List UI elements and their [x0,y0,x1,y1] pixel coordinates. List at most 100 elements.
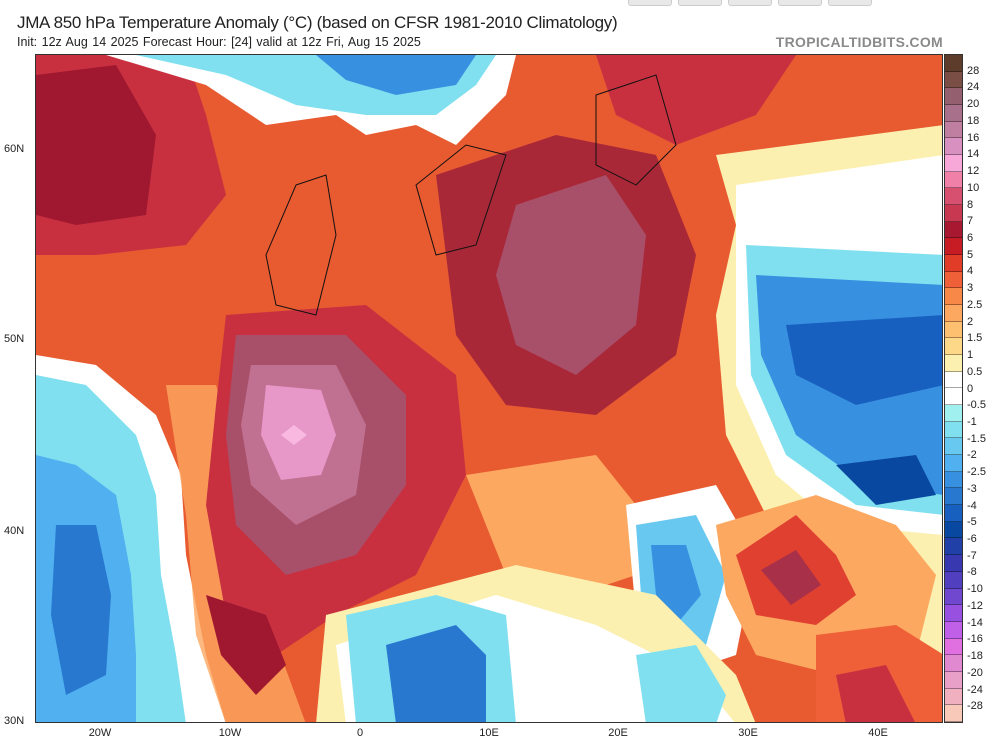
lon-label: 40E [868,727,888,739]
colorbar-swatch [945,438,962,456]
colorbar-swatch [945,605,962,622]
colorbar-swatch [945,371,962,389]
colorbar-swatch [945,121,962,139]
colorbar-label: 0.5 [967,365,983,378]
colorbar-swatch [945,271,962,289]
lat-label: 60N [4,143,25,155]
colorbar-label: -4 [967,499,977,512]
colorbar-label: 1 [967,349,974,362]
lat-label: 50N [4,333,25,345]
colorbar-swatch [945,705,962,722]
colorbar-label: -8 [967,566,977,579]
lon-label: 20E [608,727,628,739]
field-warm [281,425,307,445]
colorbar-label: -3 [967,482,977,495]
field-cool [386,625,486,722]
field-warm [36,65,156,225]
lat-label: 40N [4,525,25,537]
colorbar-swatch [945,588,962,606]
colorbar-swatch [945,171,962,189]
colorbar-swatch [945,355,962,372]
colorbar-swatch [945,338,962,356]
field-cool [836,455,936,505]
colorbar-swatch [945,621,962,639]
colorbar-swatch [945,321,962,339]
colorbar-swatch [945,155,962,172]
colorbar-label: 28 [967,64,980,77]
toolbar-button[interactable] [828,0,872,6]
field-cool [786,315,942,405]
colorbar-label: -2.5 [967,466,986,479]
colorbar-swatch [945,655,962,672]
coastline [265,74,677,316]
toolbar-button[interactable] [628,0,672,6]
colorbar-label: 2.5 [967,298,983,311]
colorbar-swatch [945,388,962,406]
field-cool [51,525,111,695]
toolbar-button[interactable] [728,0,772,6]
colorbar-swatch [945,571,962,589]
lon-label: 10W [218,727,242,739]
colorbar-label: 14 [967,148,980,161]
field-warm [206,595,286,695]
colorbar-swatch [945,305,962,322]
toolbar-buttons [628,0,872,6]
colorbar-swatch [945,55,962,72]
field-cool [636,645,726,722]
colorbar-swatch [945,71,962,89]
colorbar-label: 24 [967,81,980,94]
lon-label: 0 [356,727,364,739]
colorbar-swatch [945,671,962,689]
lat-label: 30N [4,715,25,727]
colorbar-label: 12 [967,165,980,178]
colorbar-swatch [945,405,962,422]
colorbar-swatch [945,288,962,306]
colorbar-label: -1 [967,415,977,428]
colorbar-label: 6 [967,231,974,244]
colorbar-label: 2 [967,315,974,328]
toolbar-button[interactable] [678,0,722,6]
colorbar-label: 16 [967,131,980,144]
colorbar-swatch [945,205,962,222]
field-warm [836,665,915,722]
map-subtitle: Init: 12z Aug 14 2025 Forecast Hour: [24… [17,35,421,49]
colorbar-swatch [945,421,962,439]
brand-watermark: TROPICALTIDBITS.COM [775,34,943,50]
colorbar-label: 5 [967,248,974,261]
colorbar-label: -18 [967,650,983,663]
colorbar-label: -5 [967,516,977,529]
colorbar-label: -10 [967,583,983,596]
colorbar-label: -2 [967,449,977,462]
lon-label: 30E [738,727,758,739]
colorbar-label: 7 [967,215,974,228]
map-title: JMA 850 hPa Temperature Anomaly (°C) (ba… [17,13,618,32]
field-warm [466,455,636,595]
colorbar-swatch [945,688,962,706]
colorbar-swatch [945,255,962,272]
colorbar-label: -24 [967,683,983,696]
field-warm [496,175,646,375]
colorbar-swatch [945,488,962,506]
colorbar-swatch [945,138,962,156]
colorbar-label: 0 [967,382,974,395]
colorbar-label: -20 [967,666,983,679]
colorbar [944,54,963,723]
colorbar-label: -12 [967,599,983,612]
colorbar-label: -1.5 [967,432,986,445]
colorbar-swatch [945,238,962,256]
toolbar-button[interactable] [778,0,822,6]
colorbar-label: 18 [967,114,980,127]
colorbar-swatch [945,455,962,472]
colorbar-swatch [945,521,962,539]
colorbar-swatch [945,188,962,206]
colorbar-swatch [945,505,962,522]
field-cool [316,55,476,95]
lon-label: 20W [88,727,112,739]
colorbar-swatch [945,105,962,122]
colorbar-swatch [945,555,962,572]
colorbar-swatch [945,471,962,489]
colorbar-label: -7 [967,549,977,562]
lon-label: 10E [479,727,499,739]
colorbar-swatch [945,638,962,656]
colorbar-swatch [945,221,962,239]
